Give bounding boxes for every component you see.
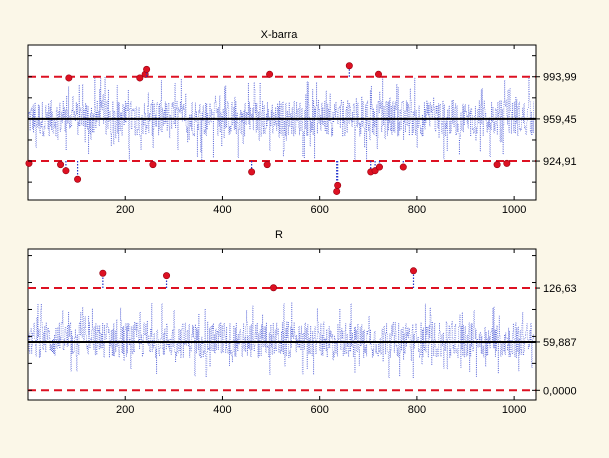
chart-title: R xyxy=(275,229,283,241)
y-tick-label-lcl: 0,0000 xyxy=(543,385,577,397)
out-of-control-point xyxy=(333,187,341,195)
out-of-control-point xyxy=(74,175,82,183)
x-tick-label: 1000 xyxy=(502,204,526,216)
out-of-control-points xyxy=(25,62,511,195)
out-of-control-point xyxy=(266,70,274,78)
y-axis-right: 993,99 959,45 924,91 xyxy=(28,55,577,183)
out-of-control-point xyxy=(503,159,511,167)
x-tick-label: 1000 xyxy=(502,404,526,416)
out-of-control-point xyxy=(374,70,382,78)
x-tick-label: 800 xyxy=(408,404,426,416)
out-of-control-point xyxy=(248,168,256,176)
out-of-control-point xyxy=(99,269,107,277)
out-of-control-point xyxy=(345,62,353,70)
out-of-control-point xyxy=(143,65,151,73)
out-of-control-point xyxy=(57,161,65,169)
x-axis: 200 400 600 800 1000 xyxy=(116,45,526,216)
out-of-control-point xyxy=(62,167,70,175)
y-tick-label-ucl: 126,63 xyxy=(543,283,577,295)
chart-xbar: X-barra 200 400 600 800 1000 993,99 959,… xyxy=(25,29,577,216)
x-tick-label: 200 xyxy=(116,404,134,416)
out-of-control-point xyxy=(163,272,171,280)
out-of-control-point xyxy=(149,161,157,169)
y-tick-label-lcl: 924,91 xyxy=(543,156,577,168)
chart-title: X-barra xyxy=(261,29,299,41)
x-tick-label: 200 xyxy=(116,204,134,216)
out-of-control-point xyxy=(25,159,33,167)
x-tick-label: 800 xyxy=(408,204,426,216)
y-axis-right: 126,63 59,887 0,0000 xyxy=(28,255,577,397)
chart-range: R 200 400 600 800 1000 126,63 59,887 0,0… xyxy=(27,229,577,416)
out-of-control-point xyxy=(269,284,277,292)
out-of-control-point xyxy=(493,161,501,169)
x-tick-label: 400 xyxy=(213,204,231,216)
out-of-control-point xyxy=(136,74,144,82)
x-tick-label: 400 xyxy=(213,404,231,416)
out-of-control-point xyxy=(375,163,383,171)
x-axis: 200 400 600 800 1000 xyxy=(116,249,526,416)
out-of-control-point xyxy=(334,181,342,189)
y-tick-label-ucl: 993,99 xyxy=(543,72,577,84)
out-of-control-point xyxy=(399,163,407,171)
series-trace xyxy=(28,302,534,378)
y-tick-label-center: 59,887 xyxy=(543,337,577,349)
y-tick-label-center: 959,45 xyxy=(543,114,577,126)
out-of-control-points xyxy=(99,267,417,292)
x-tick-label: 600 xyxy=(310,204,328,216)
x-tick-label: 600 xyxy=(310,404,328,416)
out-of-control-point xyxy=(409,267,417,275)
series-data xyxy=(28,302,534,378)
out-of-control-point xyxy=(65,74,73,82)
out-of-control-point xyxy=(263,161,271,169)
